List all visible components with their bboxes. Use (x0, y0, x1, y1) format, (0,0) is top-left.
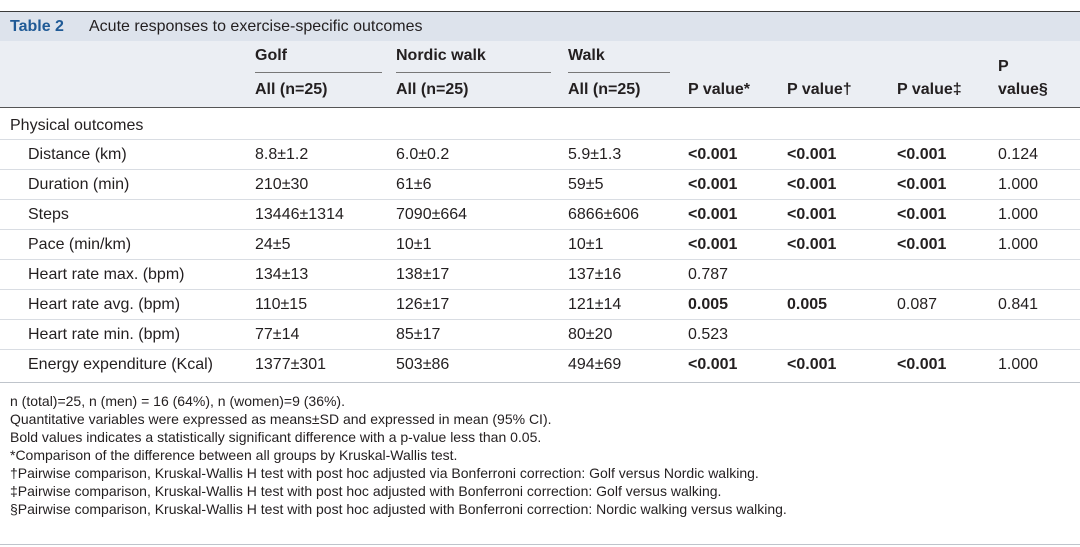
cell-walk: 6866±606 (568, 206, 640, 223)
row-label: Heart rate avg. (bpm) (28, 296, 181, 313)
cell-nordic-walk: 6.0±0.2 (396, 146, 450, 163)
col-header-p-value-3: P value‡ (897, 81, 962, 98)
cell-p-value-1: <0.001 (688, 206, 738, 223)
table-bottom-rule (0, 544, 1080, 545)
table-notes: n (total)=25, n (men) = 16 (64%), n (wom… (10, 392, 787, 518)
note-line: n (total)=25, n (men) = 16 (64%), n (wom… (10, 393, 345, 409)
row-divider (0, 349, 1080, 350)
walk-header-rule (568, 72, 670, 73)
cell-nordic-walk: 7090±664 (396, 206, 468, 223)
header-bottom-rule (0, 107, 1080, 108)
subheader-walk: All (n=25) (568, 81, 641, 98)
row-divider (0, 289, 1080, 290)
cell-p-value-1: <0.001 (688, 356, 738, 373)
col-header-golf: Golf (255, 47, 287, 64)
cell-nordic-walk: 10±1 (396, 236, 432, 253)
cell-p-value-3: <0.001 (897, 236, 947, 253)
cell-p-value-1: <0.001 (688, 176, 738, 193)
row-label: Heart rate min. (bpm) (28, 326, 181, 343)
cell-walk: 10±1 (568, 236, 604, 253)
cell-p-value-1: <0.001 (688, 146, 738, 163)
cell-golf: 1377±301 (255, 356, 327, 373)
row-divider (0, 139, 1080, 140)
col-header-p-value-4-line1: P (998, 58, 1009, 75)
cell-nordic-walk: 126±17 (396, 296, 450, 313)
cell-p-value-2: <0.001 (787, 146, 837, 163)
cell-p-value-2: <0.001 (787, 206, 837, 223)
cell-p-value-1: 0.523 (688, 326, 729, 343)
cell-golf: 210±30 (255, 176, 309, 193)
cell-p-value-4: 1.000 (998, 236, 1039, 253)
row-label: Steps (28, 206, 69, 223)
notes-separator (0, 382, 1080, 383)
note-line: Quantitative variables were expressed as… (10, 411, 552, 427)
cell-p-value-4: 1.000 (998, 176, 1039, 193)
cell-p-value-2: <0.001 (787, 176, 837, 193)
cell-golf: 77±14 (255, 326, 300, 343)
cell-walk: 5.9±1.3 (568, 146, 622, 163)
cell-nordic-walk: 138±17 (396, 266, 450, 283)
section-label: Physical outcomes (10, 117, 144, 134)
col-header-p-value-4-line2: value§ (998, 81, 1048, 98)
cell-nordic-walk: 61±6 (396, 176, 432, 193)
note-line: Bold values indicates a statistically si… (10, 429, 542, 445)
note-line: ‡Pairwise comparison, Kruskal-Wallis H t… (10, 483, 722, 499)
row-label: Pace (min/km) (28, 236, 132, 253)
note-line: †Pairwise comparison, Kruskal-Wallis H t… (10, 465, 759, 481)
cell-golf: 110±15 (255, 296, 308, 313)
col-header-p-value-2: P value† (787, 81, 852, 98)
golf-header-rule (255, 72, 382, 73)
cell-p-value-2: <0.001 (787, 236, 837, 253)
cell-p-value-1: <0.001 (688, 236, 738, 253)
cell-walk: 494±69 (568, 356, 622, 373)
row-divider (0, 169, 1080, 170)
row-label: Heart rate max. (bpm) (28, 266, 185, 283)
cell-golf: 134±13 (255, 266, 309, 283)
cell-walk: 59±5 (568, 176, 604, 193)
cell-p-value-3: <0.001 (897, 356, 947, 373)
cell-p-value-3: <0.001 (897, 146, 947, 163)
note-line: *Comparison of the difference between al… (10, 447, 458, 463)
table-caption: Acute responses to exercise-specific out… (89, 18, 423, 35)
cell-golf: 8.8±1.2 (255, 146, 309, 163)
cell-walk: 121±14 (568, 296, 622, 313)
cell-walk: 137±16 (568, 266, 622, 283)
cell-nordic-walk: 503±86 (396, 356, 450, 373)
cell-walk: 80±20 (568, 326, 613, 343)
row-divider (0, 229, 1080, 230)
subheader-golf: All (n=25) (255, 81, 328, 98)
cell-p-value-2: 0.005 (787, 296, 828, 313)
row-divider (0, 319, 1080, 320)
cell-nordic-walk: 85±17 (396, 326, 441, 343)
col-header-walk: Walk (568, 47, 605, 64)
row-divider (0, 259, 1080, 260)
col-header-nordic-walk: Nordic walk (396, 47, 486, 64)
table-number: Table 2 (10, 18, 64, 35)
table-header (0, 41, 1080, 107)
col-header-p-value-1: P value* (688, 81, 750, 98)
nordic-header-rule (396, 72, 551, 73)
row-label: Duration (min) (28, 176, 130, 193)
row-label: Distance (km) (28, 146, 127, 163)
row-label: Energy expenditure (Kcal) (28, 356, 213, 373)
cell-p-value-3: <0.001 (897, 206, 947, 223)
table-title-bar: Table 2 Acute responses to exercise-spec… (0, 11, 1080, 41)
row-divider (0, 199, 1080, 200)
note-line: §Pairwise comparison, Kruskal-Wallis H t… (10, 501, 787, 517)
cell-p-value-4: 1.000 (998, 206, 1039, 223)
cell-p-value-4: 0.124 (998, 146, 1039, 163)
cell-p-value-4: 1.000 (998, 356, 1039, 373)
cell-p-value-3: <0.001 (897, 176, 947, 193)
subheader-nordic-walk: All (n=25) (396, 81, 469, 98)
cell-golf: 24±5 (255, 236, 291, 253)
cell-p-value-3: 0.087 (897, 296, 938, 313)
cell-p-value-4: 0.841 (998, 296, 1039, 313)
cell-p-value-1: 0.005 (688, 296, 729, 313)
cell-golf: 13446±1314 (255, 206, 344, 223)
cell-p-value-1: 0.787 (688, 266, 729, 283)
cell-p-value-2: <0.001 (787, 356, 837, 373)
